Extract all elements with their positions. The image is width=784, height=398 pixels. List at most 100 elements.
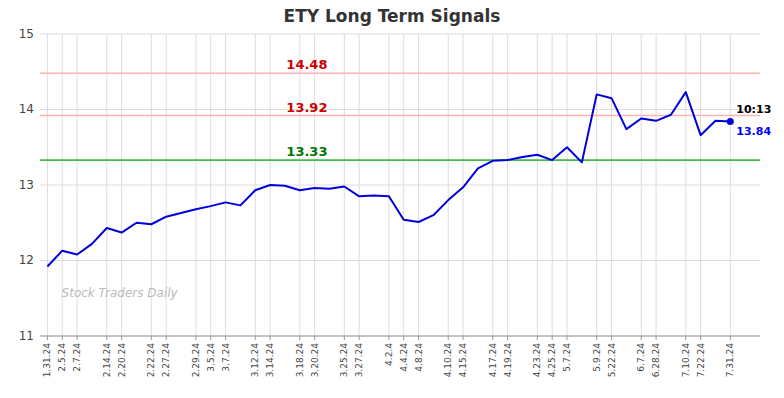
x-tick-label: 1.31.24: [42, 343, 52, 378]
title: ETY Long Term Signals: [284, 6, 501, 26]
x-tick: [106, 336, 107, 340]
x-tick-label: 5.22.24: [607, 343, 617, 378]
x-tick: [656, 336, 657, 340]
grid-line: [359, 34, 360, 336]
grid-line: [418, 34, 419, 336]
plot-area: [40, 73, 760, 266]
annotation: 13.84: [736, 125, 771, 138]
grid-line: [40, 185, 760, 186]
x-tick: [507, 336, 508, 340]
reference-line: [40, 115, 760, 117]
x-tick-label: 2.22.24: [146, 343, 156, 378]
y-tick-label: 15: [19, 27, 34, 41]
x-tick-label: 2.14.24: [102, 343, 112, 378]
x-tick-label: 3.27.24: [354, 343, 364, 378]
x-tick-label: 3.7.24: [221, 343, 231, 372]
x-tick-label: 4.10.24: [443, 343, 453, 378]
grid-line: [225, 34, 226, 336]
x-tick: [210, 336, 211, 340]
grid-line: [255, 34, 256, 336]
grid-line: [730, 34, 731, 336]
x-tick: [567, 336, 568, 340]
x-tick: [418, 336, 419, 340]
x-axis-line: [40, 336, 760, 337]
x-tick-label: 7.22.24: [696, 343, 706, 378]
grid-line: [40, 34, 760, 35]
grid: [40, 34, 760, 336]
reference-label: 14.48: [286, 57, 327, 72]
x-tick-label: 3.25.24: [339, 343, 349, 378]
grid-line: [40, 260, 760, 261]
x-tick: [166, 336, 167, 340]
x-tick-label: 2.5.24: [57, 343, 67, 372]
grid-line: [700, 34, 701, 336]
x-tick: [314, 336, 315, 340]
x-tick-label: 6.28.24: [651, 343, 661, 378]
grid-line: [210, 34, 211, 336]
x-tick-label: 4.23.24: [532, 343, 542, 378]
x-tick: [121, 336, 122, 340]
watermark: Stock Traders Daily: [62, 286, 179, 300]
x-tick-label: 5.7.24: [562, 343, 572, 372]
grid-line: [299, 34, 300, 336]
x-tick: [537, 336, 538, 340]
grid-line: [656, 34, 657, 336]
x-tick: [47, 336, 48, 340]
grid-line: [537, 34, 538, 336]
x-tick: [403, 336, 404, 340]
grid-line: [567, 34, 568, 336]
annotation: 10:13: [736, 103, 771, 116]
x-tick: [700, 336, 701, 340]
x-tick-label: 4.25.24: [547, 343, 557, 378]
x-tick-label: 4.2.4: [384, 343, 394, 366]
y-tick-label: 13: [19, 178, 34, 192]
grid-line: [40, 336, 760, 337]
grid-line: [596, 34, 597, 336]
x-tick-label: 2.20.24: [117, 343, 127, 378]
x-tick-label: 2.27.24: [161, 343, 171, 378]
x-tick-label: 4.4.24: [399, 343, 409, 372]
reference-line: [40, 159, 760, 161]
x-tick: [270, 336, 271, 340]
y-tick-label: 12: [19, 253, 34, 267]
grid-line: [611, 34, 612, 336]
x-tick-label: 6.7.24: [636, 343, 646, 372]
grid-line: [344, 34, 345, 336]
x-tick: [596, 336, 597, 340]
x-tick-label: 4.8.24: [414, 343, 424, 372]
grid-line: [507, 34, 508, 336]
x-tick-label: 3.20.24: [310, 343, 320, 378]
x-tick: [552, 336, 553, 340]
grid-line: [685, 34, 686, 336]
x-tick: [151, 336, 152, 340]
x-tick: [730, 336, 731, 340]
grid-line: [314, 34, 315, 336]
x-tick: [344, 336, 345, 340]
x-tick: [492, 336, 493, 340]
grid-line: [40, 109, 760, 110]
x-tick-label: 5.9.24: [592, 343, 602, 372]
x-tick-label: 2.7.24: [72, 343, 82, 372]
x-tick: [685, 336, 686, 340]
x-tick-label: 7.10.24: [681, 343, 691, 378]
x-tick: [225, 336, 226, 340]
reference-line: [40, 72, 760, 74]
grid-line: [403, 34, 404, 336]
x-tick: [195, 336, 196, 340]
x-tick: [611, 336, 612, 340]
x-tick: [359, 336, 360, 340]
x-tick-label: 2.29.24: [191, 343, 201, 378]
y-tick-label: 14: [19, 102, 34, 116]
y-tick-label: 11: [19, 329, 34, 343]
x-tick-label: 3.18.24: [295, 343, 305, 378]
x-tick: [255, 336, 256, 340]
grid-line: [463, 34, 464, 336]
reference-label: 13.92: [286, 100, 327, 115]
x-tick: [388, 336, 389, 340]
x-tick-label: 3.14.24: [265, 343, 275, 378]
x-tick: [463, 336, 464, 340]
grid-line: [492, 34, 493, 336]
x-tick-label: 7.31.24: [725, 343, 735, 378]
grid-line: [47, 34, 48, 336]
grid-line: [552, 34, 553, 336]
